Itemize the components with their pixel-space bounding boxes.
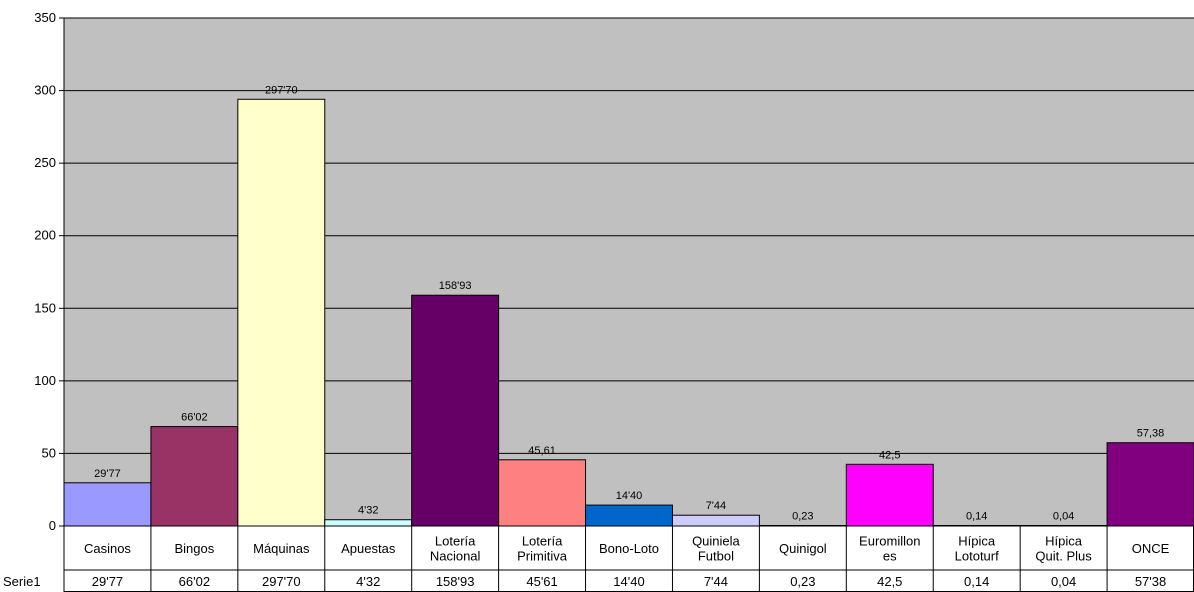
y-axis: 0 50 100 150 200 250 300 350 <box>34 10 65 533</box>
bar <box>671 514 760 527</box>
table-value: 57'38 <box>1135 574 1166 589</box>
category-label-line: es <box>883 549 897 564</box>
series-name: Serie1 <box>3 574 41 589</box>
data-label: 297'70 <box>265 84 298 96</box>
category-label: Máquinas <box>253 541 310 556</box>
category-label-line: Quiniela <box>692 534 740 549</box>
data-label: 4'32 <box>358 505 378 517</box>
bar <box>150 426 239 527</box>
bar <box>585 504 673 527</box>
bars <box>63 98 1194 527</box>
table-value: 29'77 <box>92 574 123 589</box>
category-label-line: Hípica <box>958 534 996 549</box>
y-tick-label: 50 <box>42 445 56 460</box>
category-label: Quiniela Futbol <box>692 534 740 564</box>
category-label: Hípica Quit. Plus <box>1035 534 1092 564</box>
table-value: 297'70 <box>262 574 301 589</box>
category-label-line: Lotería <box>435 534 476 549</box>
data-label: 0,23 <box>792 511 813 523</box>
table-value: 66'02 <box>179 574 210 589</box>
table-value: 0,14 <box>964 574 989 589</box>
category-label: Euromillon es <box>859 534 920 564</box>
y-tick-label: 350 <box>34 10 56 25</box>
category-label: Apuestas <box>341 541 396 556</box>
category-label-line: Casinos <box>84 541 131 556</box>
category-label-line: Quinigol <box>779 541 827 556</box>
bar <box>758 525 847 527</box>
category-label-line: Lotería <box>522 534 563 549</box>
bar <box>845 463 934 527</box>
data-label: 45,61 <box>528 445 556 457</box>
bar <box>324 519 413 527</box>
table-value: 7'44 <box>704 574 728 589</box>
bar <box>1106 442 1194 527</box>
category-label: Lotería Nacional <box>430 534 481 564</box>
category-label: Casinos <box>84 541 131 556</box>
data-labels: 29'77 66'02 297'70 4'32 158'93 45,61 14'40 7'44… <box>94 84 1164 522</box>
category-label-line: Primitiva <box>517 549 568 564</box>
y-tick-label: 200 <box>34 228 56 243</box>
data-label: 57,38 <box>1137 428 1165 440</box>
bar <box>411 294 500 527</box>
table-value: 42,5 <box>877 574 902 589</box>
category-label-line: Euromillon <box>859 534 920 549</box>
bar <box>237 98 326 527</box>
category-label: Quinigol <box>779 541 827 556</box>
y-tick-label: 100 <box>34 373 56 388</box>
bar <box>63 482 152 527</box>
y-tick-label: 0 <box>49 518 56 533</box>
table-value: 45'61 <box>526 574 557 589</box>
bar <box>1019 525 1108 527</box>
category-label-line: Quit. Plus <box>1035 549 1092 564</box>
category-label-line: Máquinas <box>253 541 310 556</box>
table-value: 0,04 <box>1051 574 1076 589</box>
data-label: 0,14 <box>966 511 987 523</box>
table-value: 4'32 <box>356 574 380 589</box>
category-label-line: Apuestas <box>341 541 396 556</box>
category-label: Lotería Primitiva <box>517 534 568 564</box>
data-label: 158'93 <box>439 280 472 292</box>
bar <box>932 525 1021 527</box>
data-label: 7'44 <box>706 500 726 512</box>
table-value: 14'40 <box>613 574 644 589</box>
data-label: 66'02 <box>181 412 208 424</box>
data-label: 0,04 <box>1053 511 1074 523</box>
category-label: ONCE <box>1132 541 1170 556</box>
category-label: Hípica Lototurf <box>955 534 999 564</box>
y-tick-label: 150 <box>34 300 56 315</box>
data-label: 29'77 <box>94 468 121 480</box>
table-value: 158'93 <box>436 574 475 589</box>
data-label: 42,5 <box>879 449 900 461</box>
category-label-line: Nacional <box>430 549 481 564</box>
category-label: Bono-Loto <box>599 541 659 556</box>
category-label-line: Hípica <box>1045 534 1083 549</box>
data-table: Serie1 Casinos 29'77 Bingos 66'02 Máquinas 297… <box>3 526 1194 592</box>
category-label-line: Bingos <box>175 541 215 556</box>
category-label-line: Futbol <box>698 549 734 564</box>
category-label: Bingos <box>175 541 215 556</box>
data-label: 14'40 <box>616 490 643 502</box>
table-value: 0,23 <box>790 574 815 589</box>
category-label-line: Bono-Loto <box>599 541 659 556</box>
bar <box>498 459 587 527</box>
y-tick-label: 300 <box>34 83 56 98</box>
category-label-line: ONCE <box>1132 541 1170 556</box>
category-label-line: Lototurf <box>955 549 999 564</box>
y-tick-label: 250 <box>34 155 56 170</box>
